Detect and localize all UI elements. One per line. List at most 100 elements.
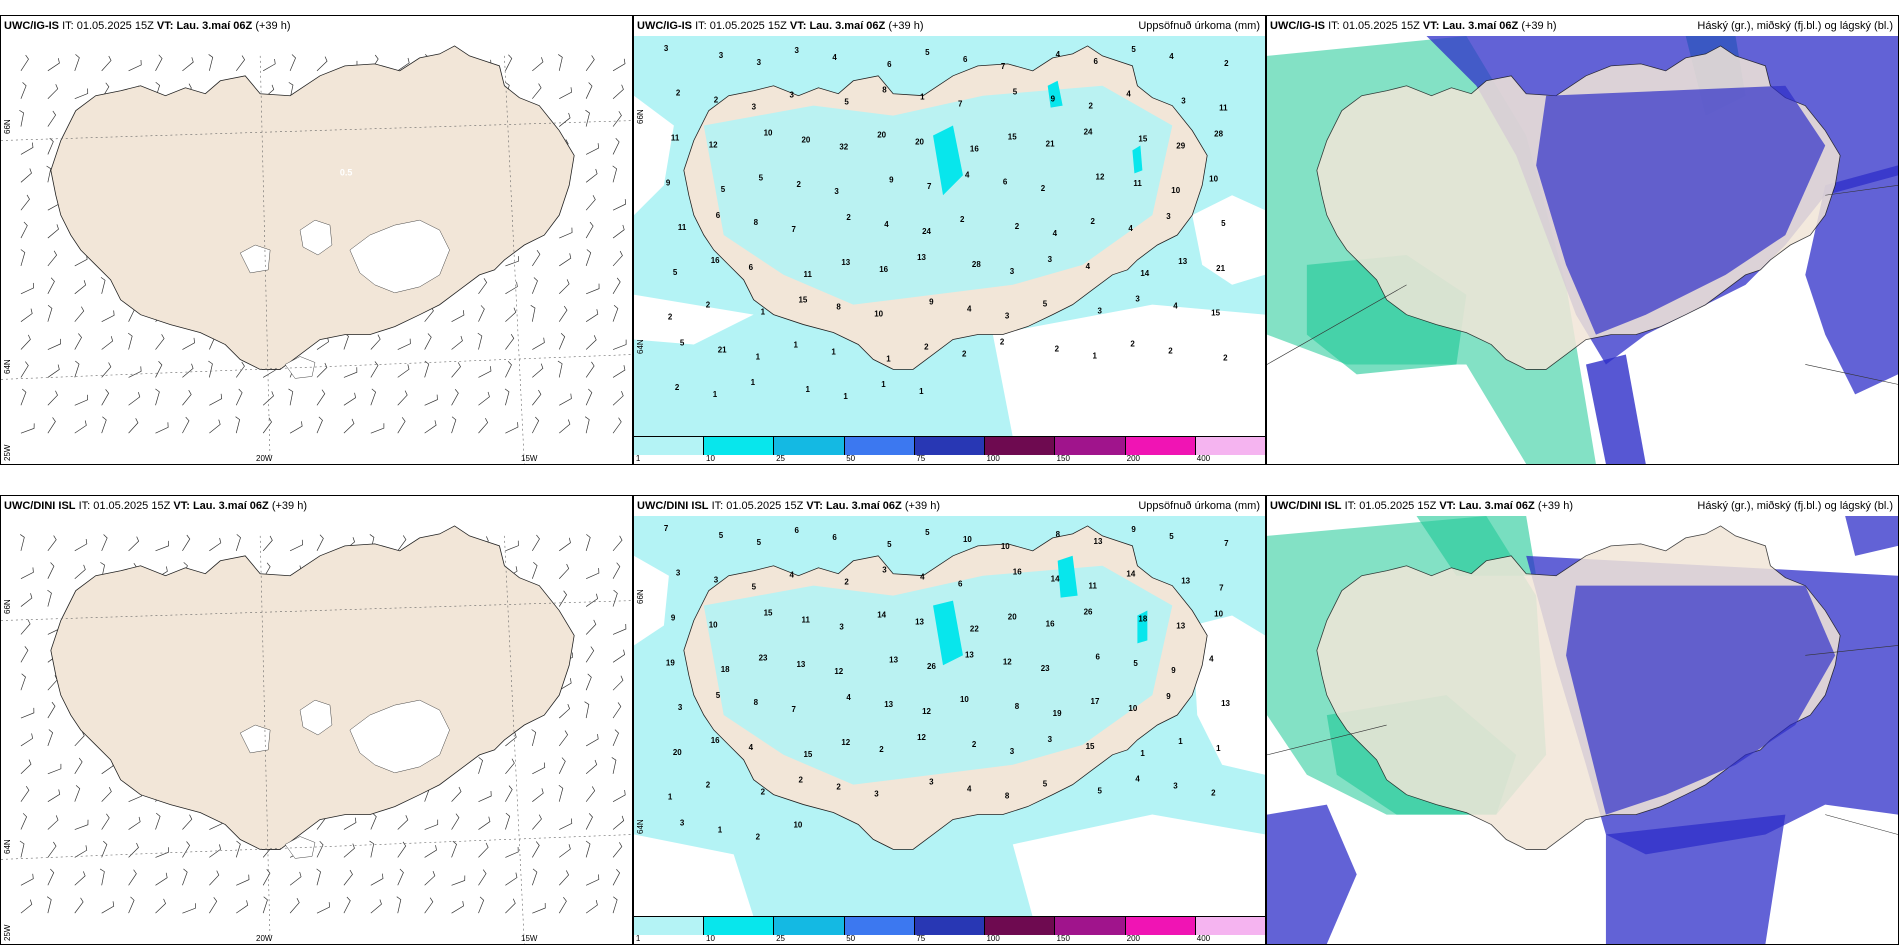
wind-barb	[262, 58, 276, 72]
wind-barb	[343, 367, 358, 378]
precip-value-label: 2	[796, 180, 801, 189]
wind-barb	[47, 868, 55, 886]
precip-value-label: 21	[1046, 139, 1055, 148]
wind-barb	[584, 701, 590, 719]
wind-barb	[20, 82, 27, 99]
wind-barb	[559, 393, 572, 406]
wind-barb	[559, 678, 572, 691]
wind-barb	[208, 54, 214, 71]
wind-barb	[20, 142, 34, 155]
legend-tick-label: 1	[635, 934, 641, 943]
wind-barb	[101, 416, 107, 434]
it-value: 01.05.2025 15Z	[93, 500, 171, 512]
precip-value-label: 5	[716, 691, 721, 700]
wind-barb	[586, 283, 600, 295]
precip-value-label: 2	[1000, 337, 1005, 346]
wind-barb	[20, 733, 33, 747]
wind-barb	[235, 388, 243, 406]
precip-value-label: 6	[716, 211, 721, 220]
wind-barb	[585, 249, 592, 267]
wind-barb	[343, 392, 356, 406]
wind-barb	[532, 534, 540, 552]
wind-barb	[101, 901, 115, 914]
legend-tick-label: 25	[776, 454, 786, 463]
mid-cloud	[1605, 814, 1786, 944]
precip-value-label: 3	[1098, 307, 1103, 316]
wind-barb	[262, 391, 274, 406]
wind-barb	[316, 534, 324, 551]
precip-value-label: 4	[965, 170, 970, 179]
lat-label-64: 64N	[3, 839, 12, 854]
precip-value-label: 12	[841, 738, 850, 747]
wind-barb	[559, 227, 573, 239]
vt-value: Lau. 3.maí 06Z	[825, 500, 902, 512]
wind-barb	[585, 109, 590, 127]
precip-value-label: 16	[711, 736, 720, 745]
precip-value-label: 13	[915, 617, 924, 626]
precip-value-label: 3	[678, 703, 683, 712]
wind-barb	[424, 897, 434, 914]
wind-barb	[558, 784, 564, 802]
wind-barb	[505, 281, 518, 295]
precip-value-label: 2	[844, 578, 849, 587]
precip-value-label: 5	[1043, 300, 1048, 309]
precip-value-label: 2	[1168, 346, 1173, 355]
wind-barb	[558, 54, 563, 71]
wind-barb	[612, 815, 625, 830]
dry-area	[1012, 814, 1265, 917]
precip-value-label: 3	[714, 576, 719, 585]
wind-barb	[396, 896, 402, 914]
panel-header: UWC/IG-IS IT: 01.05.2025 15Z VT: Lau. 3.…	[1, 16, 632, 36]
precip-value-label: 5	[1133, 659, 1138, 668]
wind-barb	[20, 282, 34, 295]
panel-header: UWC/IG-IS IT: 01.05.2025 15Z VT: Lau. 3.…	[1267, 16, 1898, 36]
wind-barb	[289, 539, 304, 552]
wind-barb	[20, 567, 34, 580]
precip-value-label: 2	[962, 349, 967, 358]
wind-barb	[478, 757, 483, 774]
wind-barb	[505, 307, 517, 322]
wind-barb	[612, 84, 624, 99]
wind-barb	[74, 360, 80, 378]
legend-tick-label: 150	[1056, 454, 1070, 463]
wind-map: 0.5	[1, 36, 632, 464]
wind-barb	[451, 813, 460, 830]
precip-value-label: 3	[1005, 312, 1010, 321]
precip-value-label: 4	[1056, 50, 1061, 59]
legend-swatch	[1125, 917, 1196, 935]
precip-value-label: 2	[761, 788, 766, 797]
wind-barb	[128, 869, 137, 886]
precip-value-label: 2	[668, 313, 673, 322]
precip-value-label: 1	[751, 378, 756, 387]
wind-barb	[20, 785, 30, 802]
precip-value-label: 9	[1171, 666, 1176, 675]
precip-value-label: 2	[798, 776, 803, 785]
wind-barb	[128, 536, 140, 552]
wind-barb	[128, 896, 135, 914]
wind-barb	[451, 901, 464, 914]
legend-tick-label: 400	[1196, 454, 1211, 463]
precip-value-label: 14	[1126, 570, 1135, 579]
precip-value-label: 4	[967, 305, 972, 314]
legend-swatch	[704, 917, 775, 935]
wind-barb	[612, 562, 621, 579]
precip-value-label: 8	[882, 86, 887, 95]
precip-value-label: 4	[1053, 229, 1058, 238]
wind-barb	[182, 389, 192, 406]
precip-value-label: 16	[879, 265, 888, 274]
wind-barb	[182, 416, 190, 434]
legend-tick-label: 100	[986, 454, 1000, 463]
legend-swatch	[634, 437, 705, 455]
wind-barb	[155, 334, 165, 350]
wind-barb	[585, 361, 595, 378]
grid-line	[1, 600, 632, 621]
precip-value-label: 28	[972, 260, 981, 269]
precip-value-label: 5	[1221, 219, 1226, 228]
wind-barb	[451, 335, 463, 350]
wind-barb	[532, 841, 540, 858]
wind-barb	[451, 389, 459, 406]
precip-legend	[634, 436, 1265, 456]
precip-value-label: 4	[884, 220, 889, 229]
wind-barb	[531, 562, 538, 579]
legend-tick-label: 50	[846, 934, 856, 943]
